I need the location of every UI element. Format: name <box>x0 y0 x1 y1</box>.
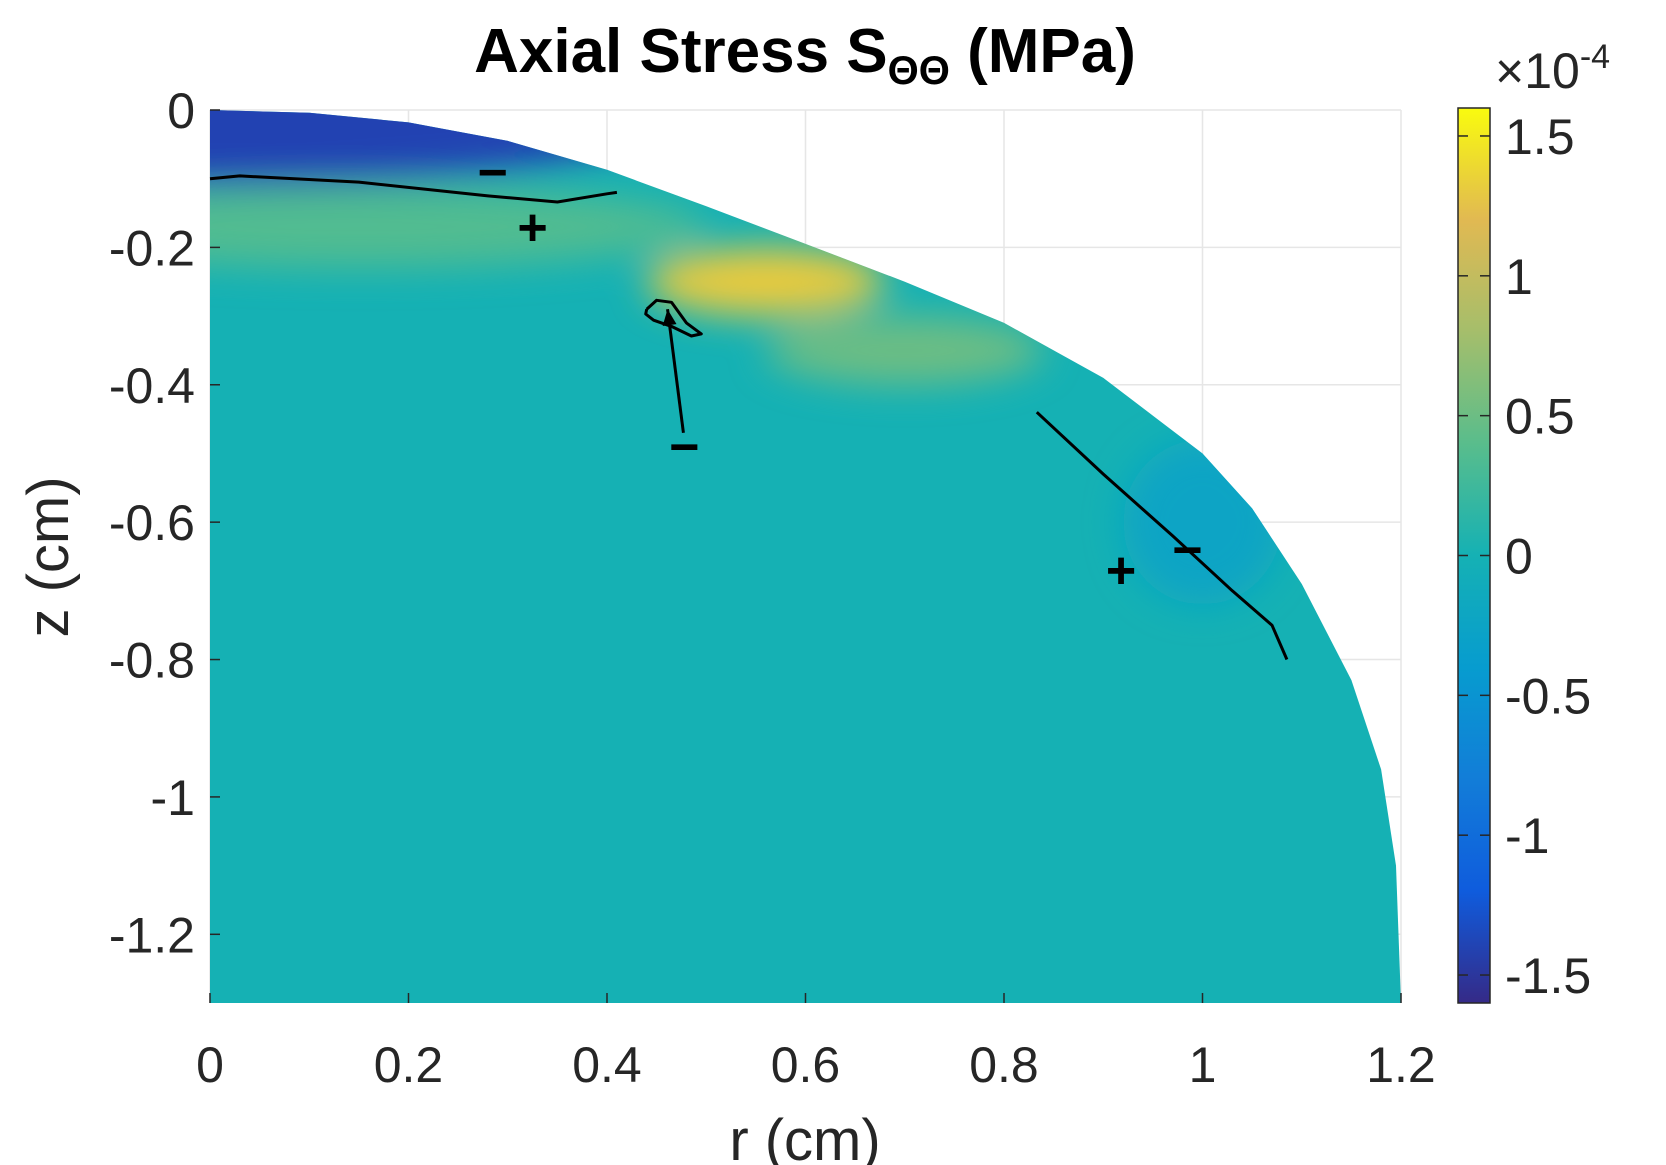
colorbar-tick-label: 1.5 <box>1505 109 1575 165</box>
y-tick-label: -0.8 <box>109 633 195 689</box>
colorbar-tick-label: 0.5 <box>1505 389 1575 445</box>
y-tick-label: -1.2 <box>109 907 195 963</box>
zero-contour <box>209 174 618 204</box>
colorbar-ticks: 1.5 1 0.5 0 -0.5 -1 -1.5 <box>1458 109 1591 1004</box>
sign-label: − <box>669 419 699 477</box>
x-axis-label: r (cm) <box>729 1108 880 1165</box>
y-tick-label: -1 <box>151 770 195 826</box>
colorbar-tick-label: -1 <box>1505 808 1549 864</box>
sign-label: − <box>478 144 508 202</box>
stress-region <box>210 110 657 186</box>
annotation-arrow <box>666 309 685 434</box>
y-tick-label: -0.4 <box>109 358 195 414</box>
zero-contour <box>1035 411 1289 661</box>
colorbar-tick-label: 0 <box>1505 529 1533 585</box>
x-tick-label: 1 <box>1189 1037 1217 1093</box>
colorbar-exponent: -4 <box>1580 38 1610 76</box>
x-tick-label: 0.4 <box>572 1037 642 1093</box>
colorbar-multiplier: ×10-4 <box>1495 38 1610 99</box>
title-suffix: (MPa) <box>950 17 1136 86</box>
sign-label: + <box>517 199 547 257</box>
annotation-arrowhead <box>662 309 677 326</box>
x-tick-label: 0.2 <box>374 1037 444 1093</box>
zero-contour <box>644 298 703 338</box>
x-tick-label: 1.2 <box>1366 1037 1436 1093</box>
heatmap-domain <box>210 110 1401 1003</box>
colorbar-tick-label: -1.5 <box>1505 948 1591 1004</box>
annotations: −+−+ − <box>478 144 1203 600</box>
sign-label: + <box>1106 542 1136 600</box>
y-axis-label: z (cm) <box>16 476 81 637</box>
x-tick-label: 0.6 <box>771 1037 841 1093</box>
y-tick-label: -0.6 <box>109 495 195 551</box>
y-tick-label: 0 <box>167 83 195 139</box>
title-subscript: ΘΘ <box>888 49 950 93</box>
x-tick-label: 0 <box>196 1037 224 1093</box>
colorbar-tick-label: 1 <box>1505 249 1533 305</box>
y-tick-label: -0.2 <box>109 220 195 276</box>
stress-region <box>765 316 1044 385</box>
stress-region <box>210 185 707 268</box>
colorbar-tick-label: -0.5 <box>1505 668 1591 724</box>
x-axis: 0 0.2 0.4 0.6 0.8 1 1.2 <box>196 993 1436 1093</box>
sign-label: − <box>1172 522 1202 580</box>
stress-region <box>646 247 885 317</box>
zero-contour-lines <box>209 174 1289 661</box>
chart-title: Axial Stress SΘΘ (MPa) <box>474 17 1136 93</box>
y-axis: 0 -0.2 -0.4 -0.6 -0.8 -1 -1.2 <box>109 83 220 963</box>
x-tick-label: 0.8 <box>969 1037 1039 1093</box>
colorbar: 1.5 1 0.5 0 -0.5 -1 -1.5 ×10-4 <box>1457 38 1610 1004</box>
